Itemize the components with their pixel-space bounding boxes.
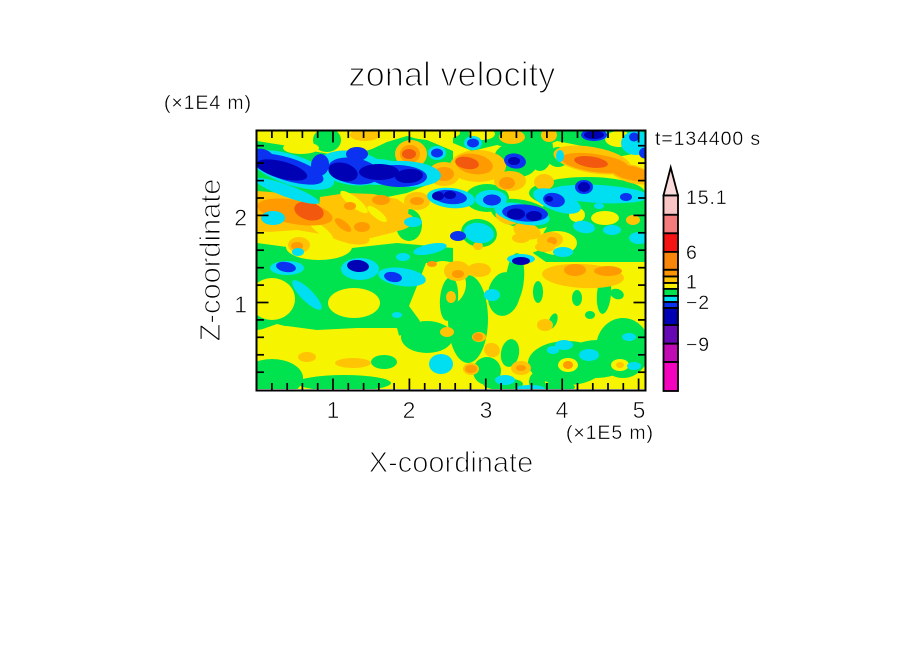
svg-text:t=134400 s: t=134400 s <box>655 128 761 150</box>
svg-text:6: 6 <box>686 242 698 264</box>
svg-text:5: 5 <box>633 397 646 423</box>
svg-text:(×1E5 m): (×1E5 m) <box>566 422 654 444</box>
svg-text:2: 2 <box>234 205 247 231</box>
svg-text:−2: −2 <box>686 292 710 314</box>
svg-text:zonal velocity: zonal velocity <box>349 56 556 94</box>
svg-text:1: 1 <box>327 397 340 423</box>
svg-text:1: 1 <box>234 292 247 318</box>
svg-text:15.1: 15.1 <box>686 187 728 209</box>
svg-text:−9: −9 <box>686 334 710 356</box>
svg-text:1: 1 <box>686 272 698 294</box>
svg-text:X-coordinate: X-coordinate <box>369 447 533 479</box>
svg-text:(×1E4 m): (×1E4 m) <box>164 92 252 114</box>
svg-text:3: 3 <box>480 397 493 423</box>
svg-text:4: 4 <box>556 397 569 423</box>
svg-text:Z-coordinate: Z-coordinate <box>195 179 227 342</box>
svg-text:2: 2 <box>403 397 416 423</box>
